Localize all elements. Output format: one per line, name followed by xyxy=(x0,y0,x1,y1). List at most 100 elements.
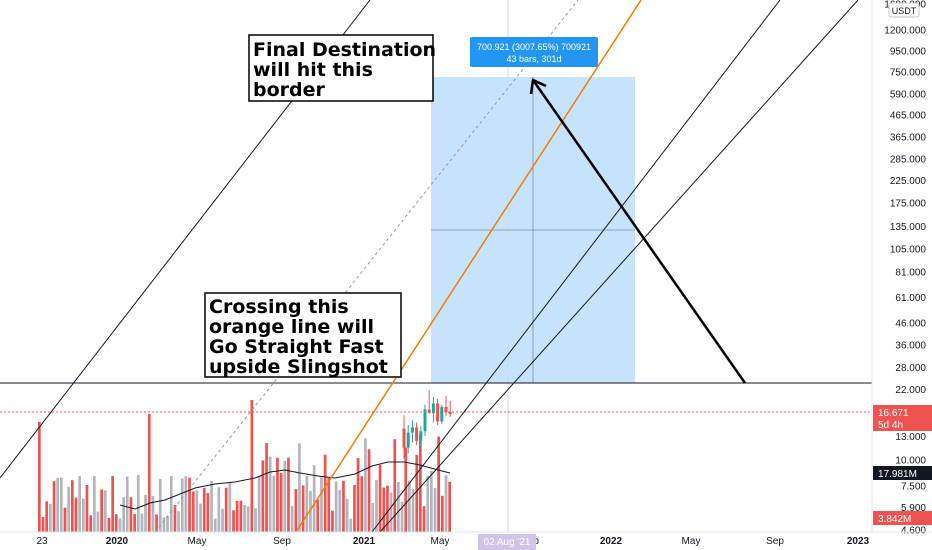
price-tick-label: 590.000 xyxy=(890,89,927,100)
time-tick-label: Sep xyxy=(273,536,291,547)
trend-line-right-a xyxy=(371,0,781,533)
volume-bar xyxy=(60,477,63,532)
volume-bar xyxy=(353,485,356,532)
time-tick-label: Sep xyxy=(766,536,784,547)
currency-badge[interactable] xyxy=(888,2,920,18)
volume-bar xyxy=(202,487,206,532)
measure-tooltip xyxy=(470,37,598,67)
price-tick-label: 5.900 xyxy=(901,503,926,514)
volume-bar xyxy=(158,478,162,532)
candle-body xyxy=(419,431,423,441)
price-tick-label: 28.000 xyxy=(895,363,926,374)
trend-line-right-b xyxy=(379,0,859,533)
volume-bar xyxy=(49,503,52,532)
candle-body xyxy=(440,406,444,422)
trend-line-dashed xyxy=(154,0,579,533)
price-tick-label: 750.000 xyxy=(890,68,927,79)
volume-bar xyxy=(415,454,419,532)
price-tick-label: 36.000 xyxy=(895,341,926,352)
price-tick-label: 365.000 xyxy=(890,132,927,143)
orange-trend-line xyxy=(295,0,642,533)
volume-bar xyxy=(184,476,188,532)
last-price-badge xyxy=(873,405,932,431)
volume-bar xyxy=(217,487,221,532)
volume-bar xyxy=(191,491,195,532)
volume-bar xyxy=(224,487,228,532)
volume-bar xyxy=(147,414,151,532)
volume-bar xyxy=(93,476,96,532)
candle-body xyxy=(431,403,435,414)
volume-bar xyxy=(430,470,433,532)
price-tick-label: 7.500 xyxy=(901,482,926,493)
volume-bar xyxy=(283,460,287,532)
volume-bar xyxy=(448,481,451,532)
volume-bar xyxy=(433,488,437,532)
volume-bar xyxy=(268,456,272,532)
price-tick-label: 135.000 xyxy=(890,222,927,233)
arrow-head-icon xyxy=(529,78,547,95)
volume-bar xyxy=(312,465,316,532)
price-tick-label: 22.000 xyxy=(895,385,926,396)
volume-ma-value: 17.981M xyxy=(878,469,917,480)
volume-bar xyxy=(250,400,254,532)
volume-bar xyxy=(162,517,166,532)
volume-bar xyxy=(375,479,378,532)
volume-bar xyxy=(342,480,345,532)
volume-bar xyxy=(426,475,430,532)
volume-ma-badge xyxy=(873,466,932,480)
volume-bar xyxy=(140,513,144,532)
annotation-final-destination[interactable] xyxy=(248,34,434,102)
volume-bar xyxy=(360,476,364,532)
time-tick-label: 2023 xyxy=(847,536,870,547)
volume-bar xyxy=(371,503,375,532)
volume-bar xyxy=(404,447,408,532)
annotation-slingshot[interactable] xyxy=(204,292,402,378)
time-tick-label: May xyxy=(188,536,207,547)
volume-bar xyxy=(382,487,386,532)
time-tick-label: 2022 xyxy=(600,536,623,547)
volume-bar xyxy=(327,477,331,532)
volume-bar xyxy=(63,507,67,532)
volume-bar xyxy=(441,495,444,532)
time-tick-label: 23 xyxy=(36,536,48,547)
volume-bar xyxy=(419,434,422,532)
annotation-top-line2: will hit this xyxy=(253,59,373,81)
volume-bar xyxy=(100,489,103,532)
volume-bar xyxy=(169,476,173,532)
candle-body xyxy=(423,409,427,432)
volume-bar xyxy=(422,506,426,532)
candle-body xyxy=(436,403,440,422)
price-tick-label: 105.000 xyxy=(890,244,927,255)
volume-bar xyxy=(210,481,213,532)
volume-bar xyxy=(331,510,334,532)
volume-bar xyxy=(378,464,382,532)
volume-bar xyxy=(151,496,155,532)
price-tick-label: 4.600 xyxy=(901,526,926,537)
price-axis[interactable] xyxy=(872,0,932,550)
volume-bar xyxy=(276,457,279,532)
volume-bar xyxy=(345,498,349,532)
volume-bar xyxy=(45,501,48,532)
volume-bar xyxy=(122,497,125,532)
volume-bar xyxy=(334,481,338,532)
volume-bar xyxy=(316,499,320,532)
volume-bar xyxy=(246,506,250,532)
volume-bar xyxy=(82,498,85,532)
volume-value: 3.842M xyxy=(878,514,911,525)
annotation-bottom-line3: Go Straight Fast xyxy=(209,336,384,358)
volume-bar xyxy=(393,439,397,532)
volume-bar xyxy=(188,477,191,532)
last-price-value: 16.671 xyxy=(878,408,909,419)
measure-tooltip-line1: 700.921 (3007.65%) 700921 xyxy=(477,42,591,52)
volume-bar xyxy=(111,475,114,532)
price-tick-label: 81.000 xyxy=(895,268,926,279)
volume-bar xyxy=(129,497,133,532)
volume-bar xyxy=(338,490,342,532)
volume-bar xyxy=(294,489,298,532)
volume-bar xyxy=(228,481,232,532)
candle-body xyxy=(444,406,448,413)
price-tick-label: 13.000 xyxy=(895,432,926,443)
candle-body xyxy=(415,427,419,441)
candle-body xyxy=(410,427,414,433)
